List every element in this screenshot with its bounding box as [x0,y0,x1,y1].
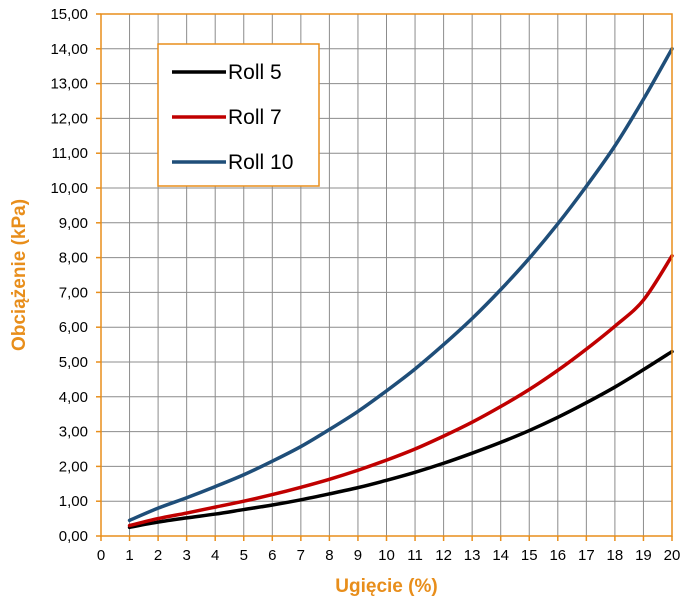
y-tick-label: 5,00 [59,354,88,371]
y-tick-label: 15,00 [50,6,88,23]
y-tick-label: 13,00 [50,76,88,93]
x-tick-label: 3 [182,547,190,564]
series-line-roll-5 [127,349,674,530]
y-tick-label: 14,00 [50,41,88,58]
y-tick-label: 6,00 [59,319,88,336]
x-tick-label: 4 [211,547,219,564]
y-tick-label: 10,00 [50,180,88,197]
x-tick-label: 1 [125,547,133,564]
y-tick-label: 9,00 [59,215,88,232]
legend-label-roll-7: Roll 7 [228,106,282,129]
y-tick-label: 4,00 [59,389,88,406]
x-tick-label: 9 [354,547,362,564]
y-tick-label: 8,00 [59,250,88,267]
x-tick-label: 14 [492,547,509,564]
x-tick-label: 13 [464,547,481,564]
y-tick-label: 7,00 [59,284,88,301]
x-tick-label: 20 [664,547,681,564]
x-tick-label: 18 [607,547,624,564]
legend-label-roll-5: Roll 5 [228,61,282,84]
legend: Roll 5 Roll 7 Roll 10 [157,43,320,187]
x-tick-label: 16 [549,547,566,564]
x-axis-ticks: 0 1 2 3 4 5 6 7 8 9 10 11 12 13 14 15 16 17 18 19 20 [97,536,681,564]
x-tick-label: 10 [378,547,395,564]
x-tick-label: 5 [240,547,248,564]
x-tick-label: 19 [635,547,652,564]
y-axis-title: Obciążenie (kPa) [9,199,30,351]
legend-label-roll-10: Roll 10 [228,151,293,174]
y-tick-label: 11,00 [52,145,88,162]
y-axis-ticks: 0,00 1,00 2,00 3,00 4,00 5,00 6,00 7,00 8,00 9,00… [50,6,101,545]
y-tick-label: 12,00 [50,110,88,127]
x-tick-label: 15 [521,547,538,564]
x-tick-label: 8 [325,547,333,564]
series-line-roll-10 [127,47,674,523]
series-lines [127,47,674,530]
series-line-roll-7 [127,254,674,528]
y-tick-label: 2,00 [59,458,88,475]
x-axis-title: Ugięcie (%) [335,576,437,597]
x-tick-label: 7 [297,547,305,564]
x-tick-label: 12 [435,547,452,564]
y-tick-label: 0,00 [59,528,88,545]
x-tick-label: 2 [154,547,162,564]
x-tick-label: 6 [268,547,276,564]
x-tick-label: 17 [578,547,595,564]
y-tick-label: 3,00 [59,424,88,441]
x-tick-label: 11 [407,547,423,564]
y-tick-label: 1,00 [59,493,88,510]
x-tick-label: 0 [97,547,105,564]
